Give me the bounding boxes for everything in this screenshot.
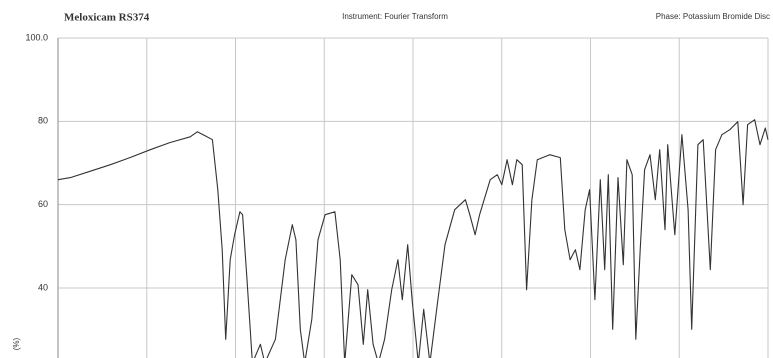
chart-title: Meloxicam RS374	[64, 12, 150, 24]
grid	[57, 37, 769, 358]
chart-subtitle: Instrument: Fourier Transform	[342, 12, 448, 21]
spectrum-line	[58, 119, 769, 358]
y-axis-label: (%)	[12, 337, 21, 350]
y-tick-label: 80	[38, 116, 48, 126]
plot-area	[58, 119, 769, 358]
y-tick-label: 100.0	[25, 32, 48, 42]
y-tick-label: 40	[38, 282, 48, 292]
y-tick-label: 60	[38, 199, 48, 209]
annotation: Phase: Potassium Bromide Disc	[656, 12, 770, 21]
